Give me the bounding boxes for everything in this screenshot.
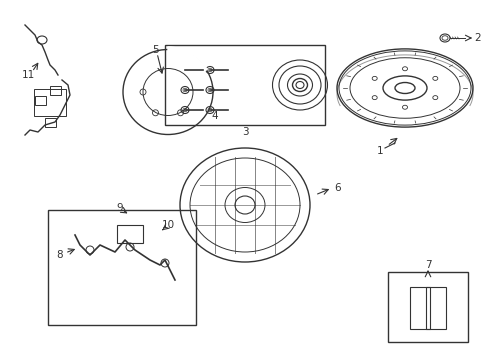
Text: 9: 9 [117, 203, 123, 213]
Text: 11: 11 [22, 70, 35, 80]
Wedge shape [168, 47, 207, 92]
Text: 7: 7 [425, 260, 431, 270]
Text: 10: 10 [161, 220, 174, 230]
Text: 5: 5 [152, 45, 158, 55]
Text: 4: 4 [212, 111, 219, 121]
Text: 1: 1 [377, 146, 383, 156]
Text: 2: 2 [475, 33, 481, 43]
Text: 6: 6 [335, 183, 342, 193]
Text: 8: 8 [57, 250, 63, 260]
Text: 3: 3 [242, 127, 248, 137]
